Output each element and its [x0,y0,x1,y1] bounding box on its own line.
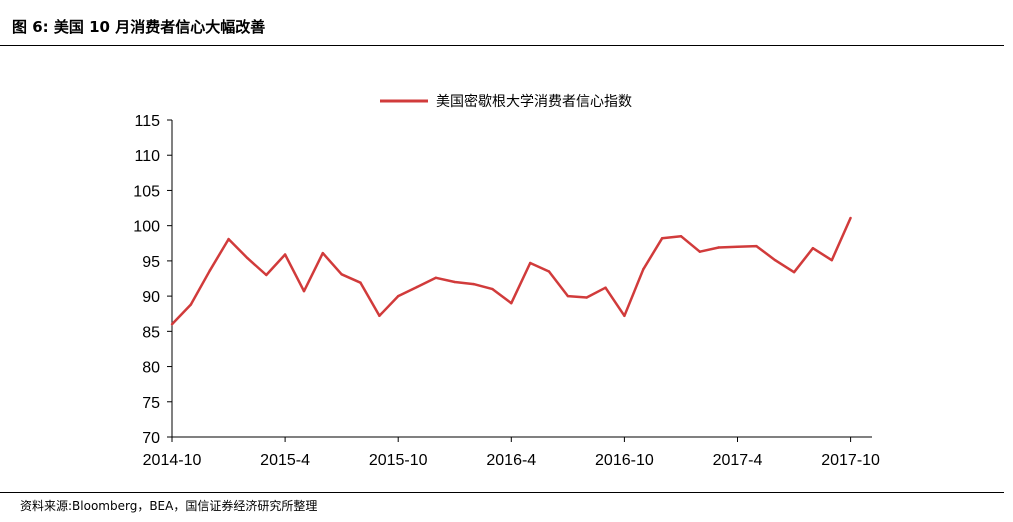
data-point [849,216,852,220]
data-point [246,256,249,260]
data-point [359,281,362,284]
y-tick-label: 95 [142,254,160,271]
data-point [566,294,570,298]
data-point [811,247,815,250]
data-point [491,287,494,291]
y-tick-label: 90 [142,289,160,306]
data-point [660,237,664,240]
data-point [340,273,343,276]
data-point [208,269,211,272]
x-tick-label: 2016-4 [486,452,536,469]
legend-label: 美国密歇根大学消费者信心指数 [436,93,632,110]
x-axis: 2014-10 2015-4 2015-10 2016-4 2016-10 2017-4 2… [143,436,880,469]
y-tick-label: 115 [134,113,160,130]
x-tick-label: 2015-10 [369,452,428,469]
data-point [397,294,400,298]
data-point [472,282,475,286]
data-point [717,246,720,249]
y-tick-label: 105 [133,183,160,200]
data-point [510,301,513,305]
data-point [453,280,456,284]
data-point [227,237,230,241]
y-tick-label: 75 [142,395,160,412]
y-tick-label: 110 [134,148,160,165]
data-point [774,258,777,262]
source-note: 资料来源:Bloomberg，BEA，国信证券经济研究所整理 [20,499,318,513]
y-axis: 70 75 80 85 90 95 100 105 110 115 [133,113,173,447]
data-point [302,289,306,293]
data-point [170,323,174,326]
y-tick-label: 100 [133,219,160,236]
data-point [265,273,268,277]
data-point [792,270,796,274]
data-point [415,285,419,289]
data-point [378,314,381,318]
data-point [528,261,532,265]
data-point [547,270,551,273]
data-point [736,245,739,248]
data-point [698,250,701,253]
chart-legend: 美国密歇根大学消费者信心指数 [380,93,632,110]
data-point [434,276,438,279]
data-point [755,244,758,248]
data-point [830,258,833,262]
data-point [321,251,324,255]
data-point [604,286,607,289]
data-point [679,235,683,238]
figure-title: 图 6: 美国 10 月消费者信心大幅改善 [12,18,266,36]
data-point [642,268,645,271]
top-divider [0,45,1004,46]
data-point [189,303,193,306]
data-point [623,314,626,318]
x-tick-label: 2017-10 [821,452,880,469]
x-tick-label: 2016-10 [595,452,654,469]
y-tick-label: 80 [142,360,160,377]
bottom-divider [0,492,1004,493]
series-layer [170,216,852,326]
x-tick-label: 2015-4 [260,452,310,469]
y-tick-label: 70 [142,430,160,447]
x-tick-label: 2017-4 [713,452,763,469]
data-point [585,296,588,299]
series-line [171,217,852,326]
y-tick-label: 85 [142,324,160,341]
data-point [283,253,287,256]
x-tick-label: 2014-10 [143,452,202,469]
